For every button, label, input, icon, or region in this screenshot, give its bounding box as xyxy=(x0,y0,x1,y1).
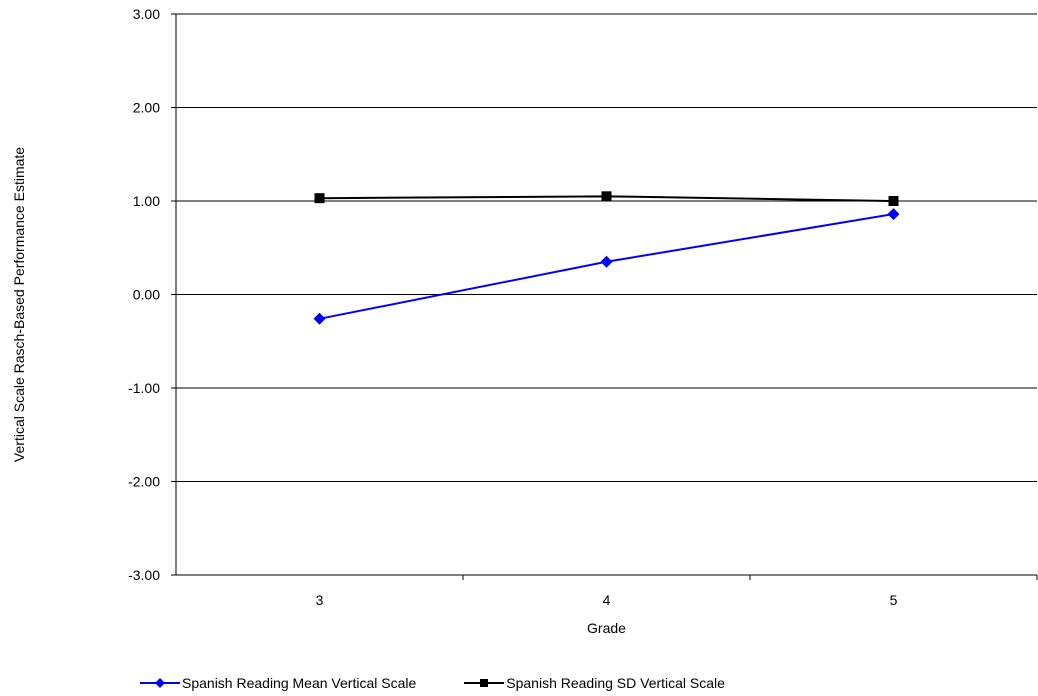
series-layer xyxy=(313,191,900,325)
legend-item-sd: Spanish Reading SD Vertical Scale xyxy=(464,675,725,691)
legend: Spanish Reading Mean Vertical Scale Span… xyxy=(140,672,725,694)
chart: 3.00 2.00 1.00 0.00 -1.00 -2.00 -3.00 3 4 5 Grad… xyxy=(11,6,1038,636)
y-axis-title: Vertical Scale Rasch-Based Performance E… xyxy=(11,147,27,462)
legend-label-sd: Spanish Reading SD Vertical Scale xyxy=(506,675,725,691)
y-tick-labels: 3.00 2.00 1.00 0.00 -1.00 -2.00 -3.00 xyxy=(128,6,160,583)
y-tick-label: -3.00 xyxy=(128,567,160,583)
y-tick-label: -2.00 xyxy=(128,474,160,490)
x-tick-labels: 3 4 5 xyxy=(316,592,898,608)
y-tick-label: 3.00 xyxy=(133,6,160,22)
axes xyxy=(171,13,1038,580)
y-tick-label: 0.00 xyxy=(133,287,160,303)
y-tick-label: 1.00 xyxy=(133,193,160,209)
legend-swatch-mean xyxy=(140,678,180,688)
data-point-sd xyxy=(601,191,612,202)
data-point-mean xyxy=(887,208,900,221)
legend-label-mean: Spanish Reading Mean Vertical Scale xyxy=(182,675,417,691)
legend-swatch-sd xyxy=(464,679,505,687)
data-point-sd xyxy=(888,196,899,206)
x-axis-title: Grade xyxy=(587,620,626,636)
y-tick-label: -1.00 xyxy=(128,380,160,396)
y-tick-label: 2.00 xyxy=(133,100,160,116)
gridlines xyxy=(176,13,1037,576)
x-tick-label: 4 xyxy=(603,592,611,608)
data-point-mean xyxy=(313,312,326,325)
x-tick-label: 3 xyxy=(316,592,324,608)
x-tick-label: 5 xyxy=(890,592,898,608)
data-point-mean xyxy=(600,255,613,268)
data-point-sd xyxy=(314,193,325,204)
legend-item-mean: Spanish Reading Mean Vertical Scale xyxy=(140,675,416,691)
